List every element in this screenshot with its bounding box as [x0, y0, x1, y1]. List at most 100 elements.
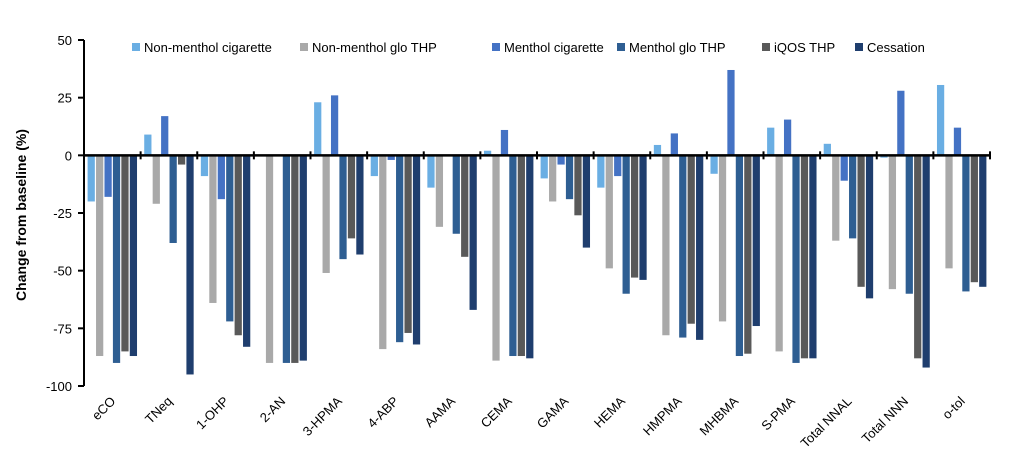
x-tick-label: 2-AN: [257, 394, 289, 426]
legend-label: Cessation: [867, 40, 925, 55]
bar: [161, 116, 169, 156]
bar: [809, 155, 817, 359]
x-tick-label: Total NNN: [859, 394, 912, 447]
bar: [509, 155, 517, 357]
bars: [87, 69, 987, 375]
bar: [718, 155, 727, 322]
bar: [574, 155, 582, 216]
bar: [299, 155, 307, 361]
bar: [979, 155, 987, 287]
bar: [435, 155, 444, 227]
bar: [104, 155, 112, 197]
bar: [792, 155, 800, 363]
bar: [209, 155, 217, 303]
bar: [565, 155, 574, 200]
y-tick-label: -25: [53, 206, 72, 221]
bar: [500, 129, 509, 156]
x-tick-label: 4-ABP: [364, 394, 401, 431]
bar: [200, 155, 209, 177]
x-tick-label: S-PMA: [758, 393, 798, 433]
legend-swatch: [492, 43, 500, 51]
bar: [129, 155, 138, 357]
y-tick-label: 50: [58, 33, 72, 48]
bar: [96, 155, 104, 357]
bar: [291, 155, 299, 363]
bar: [549, 155, 557, 202]
bar: [639, 155, 647, 280]
bar: [243, 155, 251, 347]
bar: [483, 150, 492, 156]
bar: [800, 155, 809, 359]
bar: [857, 155, 865, 287]
bar: [370, 155, 378, 177]
bar: [775, 155, 783, 352]
y-tick-label: -100: [46, 379, 72, 394]
bar: [823, 143, 831, 156]
bar: [469, 155, 477, 310]
bar: [412, 155, 421, 345]
x-tick-label: TNeq: [142, 394, 175, 427]
bar: [735, 155, 744, 357]
bar: [670, 133, 678, 156]
bar: [744, 155, 752, 354]
x-tick-label: HMPMA: [640, 393, 685, 438]
legend-swatch: [762, 43, 770, 51]
bar: [922, 155, 930, 368]
bar: [840, 155, 848, 181]
x-tick-label: CEMA: [478, 393, 515, 430]
bar: [404, 155, 412, 333]
bar: [630, 155, 639, 278]
bar: [752, 155, 760, 327]
bar: [849, 155, 857, 239]
x-tick-label: o-tol: [939, 393, 968, 422]
bar: [87, 155, 95, 202]
x-tick-label: MHBMA: [696, 393, 741, 438]
bar: [144, 134, 152, 156]
bar: [226, 155, 234, 322]
bar: [696, 155, 704, 340]
legend: Non-menthol cigarette Non-menthol glo THP…: [122, 35, 948, 63]
bar: [687, 155, 695, 324]
bar: [962, 155, 970, 292]
x-tick-label: Total NNAL: [797, 394, 854, 451]
y-tick-label: -75: [53, 321, 72, 336]
bar: [727, 69, 735, 156]
bar: [832, 155, 840, 241]
bar: [177, 155, 186, 165]
bar: [614, 155, 622, 177]
bar: [953, 127, 962, 156]
bar: [605, 155, 613, 269]
legend-box: [122, 35, 948, 63]
bar: [314, 102, 322, 156]
bar: [582, 155, 591, 248]
bar: [330, 95, 339, 156]
legend-label: Non-menthol glo THP: [312, 40, 437, 55]
bar: [347, 155, 356, 239]
x-tick-label: AAMA: [422, 393, 459, 430]
x-tick-label: GAMA: [534, 393, 572, 431]
x-tick-label: 1-OHP: [193, 394, 232, 433]
bar: [517, 155, 525, 357]
bar: [356, 155, 364, 255]
bar: [452, 155, 460, 234]
legend-swatch: [617, 43, 625, 51]
legend-label: Menthol glo THP: [629, 40, 726, 55]
bar: [396, 155, 404, 343]
bar: [540, 155, 548, 179]
y-tick-label: 25: [58, 91, 72, 106]
bar: [970, 155, 978, 283]
bar: [152, 155, 160, 204]
bar: [597, 155, 605, 188]
bar: [653, 144, 662, 156]
bar: [339, 155, 347, 260]
bar: [234, 155, 242, 336]
bar: [557, 155, 565, 165]
x-tick-label: HEMA: [591, 393, 628, 430]
x-tick-label: 3-HPMA: [300, 393, 346, 439]
bar: [217, 155, 225, 200]
bar: [121, 155, 129, 352]
bar: [265, 155, 274, 363]
bar: [622, 155, 630, 294]
legend-swatch: [300, 43, 308, 51]
